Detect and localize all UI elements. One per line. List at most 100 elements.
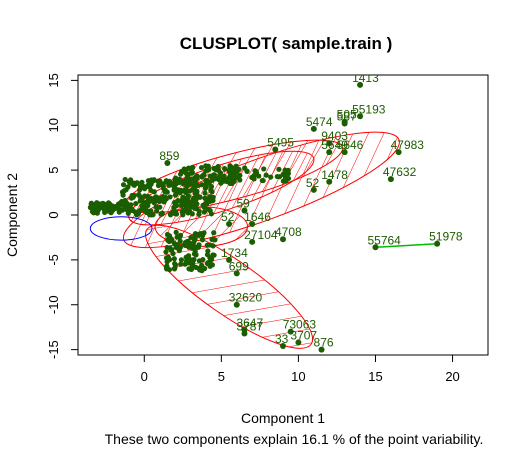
cloud-point-222 (145, 195, 151, 201)
cloud-point-561 (261, 166, 267, 172)
cloud-point-327 (194, 173, 200, 179)
point-4 (310, 125, 317, 132)
point-label-8: 5646 (337, 138, 364, 152)
cloud-point-437 (172, 261, 178, 267)
cloud-point-350 (163, 249, 169, 255)
point-label-27: 1646 (244, 210, 271, 224)
cloud-point-535 (94, 208, 101, 214)
cloud-point-309 (204, 178, 210, 184)
cloud-point-205 (151, 189, 157, 195)
point-label-9: 5495 (267, 135, 294, 149)
point-label-2: 505 (337, 108, 357, 122)
cloud-point-134 (124, 200, 130, 206)
cloud-point-248 (167, 212, 174, 218)
point-25 (226, 256, 233, 263)
cloud-point-570 (277, 174, 283, 180)
cloud-point-344 (221, 173, 227, 179)
point-0 (357, 81, 364, 88)
cloud-point-534 (102, 208, 108, 214)
point-15 (434, 240, 441, 247)
cloud-point-218 (194, 192, 200, 198)
cloud-point-320 (185, 171, 191, 177)
cloud-point-446 (164, 266, 170, 272)
cloud-point-198 (201, 209, 207, 215)
cluster-ellipse-5 (89, 216, 153, 241)
x-tick-label-0: 0 (141, 369, 148, 384)
cloud-point-104 (175, 197, 181, 204)
cloud-point-445 (174, 234, 180, 240)
cloud-point-464 (183, 260, 189, 266)
cloud-point-450 (211, 230, 217, 236)
cloud-point-347 (205, 165, 211, 171)
point-10 (387, 176, 394, 183)
y-axis-ticks: -15 -10 -5 0 5 10 15 (46, 73, 78, 359)
y-tick-label-0: -15 (46, 340, 61, 359)
point-label-0: 1413 (352, 71, 379, 85)
cloud-point-240 (192, 183, 198, 189)
cloud-point-382 (165, 254, 171, 260)
cloud-point-462 (193, 244, 199, 251)
y-tick-label-4: 5 (46, 167, 61, 174)
y-axis-label: Component 2 (4, 173, 20, 257)
point-6 (395, 149, 402, 156)
cloud-point-224 (143, 209, 150, 216)
cloud-point-576 (231, 177, 237, 183)
point-18 (241, 330, 248, 337)
cloud-point-469 (166, 236, 172, 242)
cloud-point-577 (252, 168, 258, 174)
cloud-point-226 (134, 212, 140, 218)
cloud-point-468 (210, 243, 216, 249)
cloud-point-548 (263, 172, 269, 178)
y-tick-label-2: -5 (46, 254, 61, 266)
point-11 (326, 178, 333, 185)
cloud-point-564 (268, 174, 274, 180)
cloud-point-459 (198, 231, 204, 237)
cloud-point-180 (173, 191, 179, 198)
cloud-point-241 (160, 185, 167, 191)
cloud-point-245 (154, 208, 160, 214)
point-label-26: 699 (229, 259, 249, 273)
cloud-point-206 (163, 196, 170, 202)
y-tick-label-6: 15 (46, 73, 61, 87)
cloud-point-141 (177, 190, 183, 196)
point-label-13: 859 (159, 149, 179, 163)
x-tick-label-1: 5 (218, 369, 225, 384)
cloud-point-455 (193, 264, 199, 271)
point-12 (310, 186, 317, 193)
cloud-point-536 (98, 203, 105, 210)
cloud-point-579 (227, 170, 233, 176)
point-5 (326, 140, 333, 147)
cloud-point-256 (125, 184, 131, 190)
cloud-point-254 (172, 180, 178, 186)
point-7 (326, 149, 333, 156)
point-label-11: 1478 (321, 168, 348, 182)
point-label-21: 33 (275, 332, 289, 346)
point-26 (233, 270, 240, 277)
cloud-point-527 (89, 209, 96, 215)
point-label-10: 47632 (383, 165, 417, 179)
cloud-point-233 (187, 188, 193, 194)
cloud-point-413 (177, 238, 183, 244)
point-28 (226, 220, 233, 227)
cloud-point-231 (137, 198, 143, 204)
cloud-point-443 (176, 247, 182, 254)
cloud-point-145 (122, 176, 128, 183)
cloud-point-460 (207, 255, 213, 261)
cloud-point-237 (174, 203, 180, 209)
point-13 (164, 159, 171, 166)
point-8 (341, 149, 348, 156)
cloud-point-442 (172, 265, 178, 271)
cloud-point-573 (285, 168, 291, 174)
cloud-point-199 (166, 178, 173, 184)
cloud-point-539 (115, 205, 121, 212)
point-20 (295, 339, 302, 346)
point-22 (318, 346, 325, 353)
cloud-point-239 (207, 194, 213, 200)
point-label-22: 876 (314, 336, 334, 350)
cloud-point-238 (159, 211, 165, 217)
cloud-point-531 (104, 201, 110, 207)
y-tick-label-1: -10 (46, 295, 61, 314)
cloud-point-315 (218, 179, 224, 186)
cloud-point-147 (140, 205, 146, 211)
cloud-point-212 (131, 192, 137, 199)
